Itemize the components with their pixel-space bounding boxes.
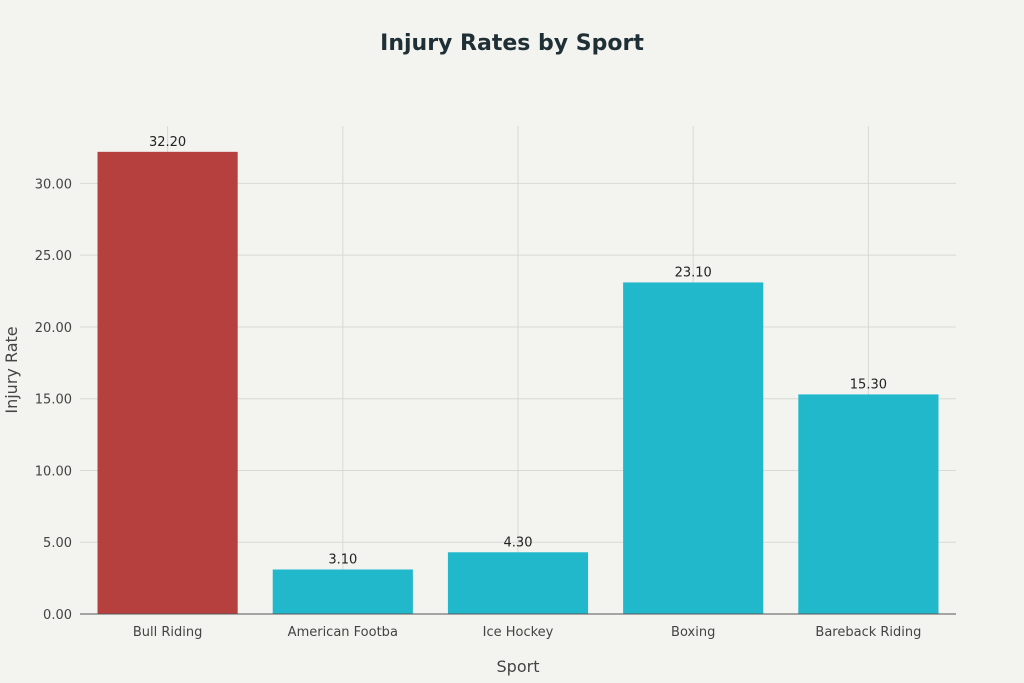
x-ticks-layer: Bull Riding American Footba Ice Hockey Boxi… — [133, 625, 922, 640]
bar[interactable] — [798, 394, 939, 614]
x-tick-label: Bareback Riding — [815, 625, 921, 640]
bar[interactable] — [272, 569, 413, 614]
x-tick-label: Ice Hockey — [483, 625, 554, 640]
y-tick-label: 5.00 — [43, 536, 72, 551]
bar[interactable] — [97, 151, 238, 614]
bars-layer — [97, 151, 939, 614]
y-axis-title: Injury Rate — [2, 326, 21, 413]
y-tick-label: 30.00 — [35, 177, 72, 192]
x-tick-label: Bull Riding — [133, 625, 203, 640]
y-tick-label: 20.00 — [35, 321, 72, 336]
y-tick-label: 15.00 — [35, 393, 72, 408]
y-tick-label: 0.00 — [43, 608, 72, 623]
data-label: 4.30 — [504, 535, 533, 550]
x-tick-label: American Footba — [288, 625, 398, 640]
y-tick-label: 10.00 — [35, 464, 72, 479]
y-tick-label: 25.00 — [35, 249, 72, 264]
bar[interactable] — [623, 282, 764, 614]
data-labels-layer: 32.20 3.10 4.30 23.10 15.30 — [149, 135, 887, 568]
data-label: 15.30 — [850, 377, 887, 392]
chart-title: Injury Rates by Sport — [380, 31, 644, 56]
data-label: 32.20 — [149, 135, 186, 150]
x-tick-label: Boxing — [671, 625, 715, 640]
x-axis-title: Sport — [497, 657, 540, 676]
y-ticks-layer: 0.00 5.00 10.00 15.00 20.00 25.00 30.00 — [35, 177, 72, 623]
bar[interactable] — [447, 552, 589, 614]
data-label: 3.10 — [328, 553, 357, 568]
data-label: 23.10 — [675, 265, 712, 280]
